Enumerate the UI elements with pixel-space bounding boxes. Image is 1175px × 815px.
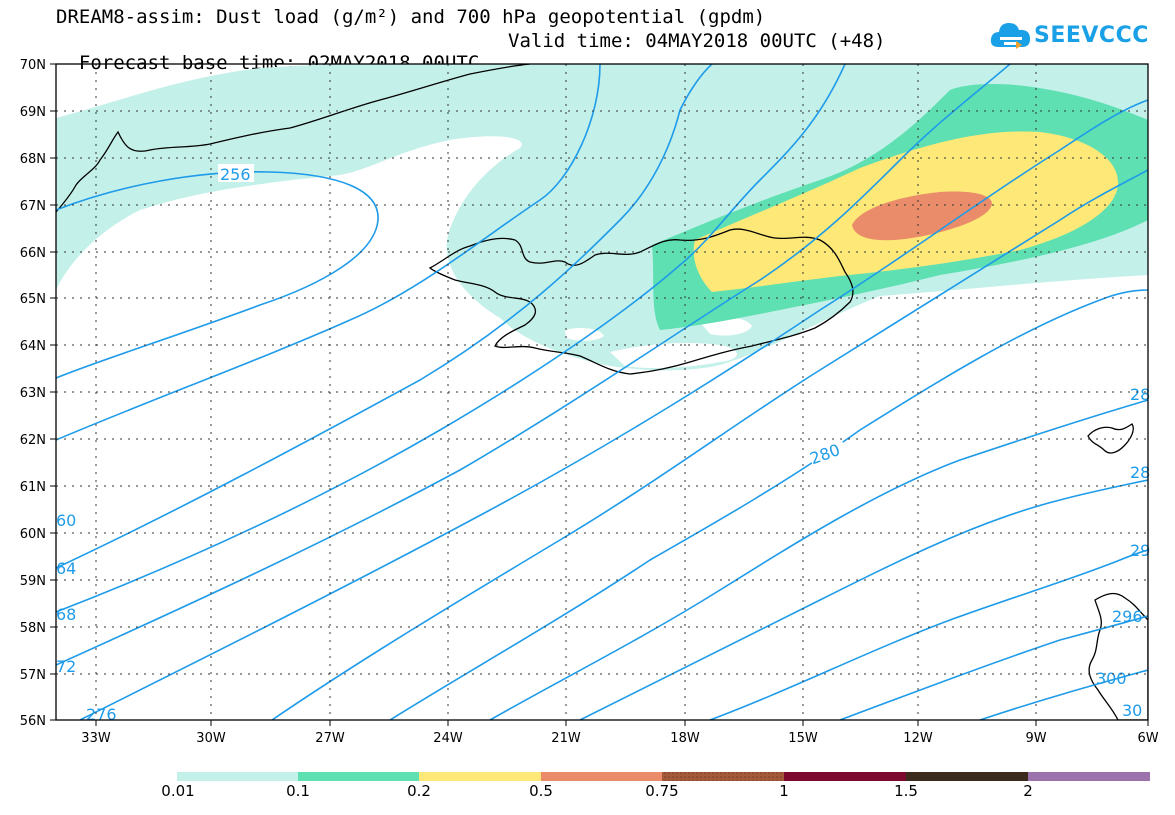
lon-label: 30W [196,731,226,746]
graticule [56,64,1148,720]
colorbar-segment [541,772,662,781]
contour-256 [56,171,379,379]
lon-label: 12W [903,731,933,746]
cloud-icon [990,23,1030,49]
contour-label: 300 [1096,669,1127,688]
dust-gap [610,342,737,369]
contour-284 [489,399,1148,720]
faroe-islands [1087,423,1134,454]
dust-area-light [56,64,1148,371]
contour-label: 68 [56,605,76,624]
logo-text: SEEVCCC [1034,23,1149,48]
colorbar-label: 0.5 [529,782,553,800]
colorbar-segment [298,772,419,781]
lat-label: 67N [20,199,46,214]
tick-marks [50,63,1149,726]
lat-label: 66N [20,246,46,261]
lon-label: 24W [433,731,463,746]
lat-label: 62N [20,433,46,448]
lon-label: 6W [1137,731,1158,746]
valid-time: Valid time: 04MAY2018 00UTC (+48) [508,30,886,52]
contour-278 [271,169,1148,720]
contour-276 [79,99,1148,720]
colorbar-label: 0.01 [161,782,195,800]
lat-label: 58N [20,621,46,636]
contour-label: 28 [1130,463,1150,482]
lat-label: 64N [20,339,46,354]
colorbar-segment [419,772,541,781]
lat-label: 70N [20,58,46,73]
contour-296 [839,615,1148,720]
contour-268 [56,64,846,613]
contour-300 [979,669,1148,720]
contour-label: 60 [56,511,76,530]
contour-label: 64 [56,559,76,578]
lon-label: 15W [788,731,818,746]
contour-label: 30 [1122,701,1142,720]
contour-272 [56,64,1011,666]
lat-label: 65N [20,292,46,307]
longitude-labels: 33W 30W 27W 24W 21W 18W 15W 12W 9W 6W [81,731,1158,746]
colorbar-label: 2 [1023,782,1033,800]
iceland-coast [428,228,854,375]
lon-label: 21W [551,731,581,746]
dust-load-layer [56,64,1148,371]
colorbar-label: 1 [779,782,789,800]
colorbar-segment [784,772,906,781]
geopotential-contours [56,64,1148,720]
colorbar [177,772,1150,781]
colorbar-segment [906,772,1028,781]
lat-label: 61N [20,480,46,495]
lat-label: 56N [20,714,46,729]
dust-area-very-high [852,191,992,241]
colorbar-segment [662,772,784,781]
contour-260 [56,64,601,441]
contour-288 [579,479,1148,720]
lon-label: 33W [81,731,111,746]
colorbar-segment [1028,772,1150,781]
contour-label: 296 [1112,607,1143,626]
lat-label: 60N [20,527,46,542]
lat-label: 57N [20,668,46,683]
lat-label: 63N [20,386,46,401]
colorbar-label: 0.75 [645,782,679,800]
contour-label: 29 [1130,541,1150,560]
lat-label: 69N [20,105,46,120]
lon-label: 9W [1025,731,1046,746]
map-title: DREAM8-assim: Dust load (g/m²) and 700 h… [56,6,766,28]
seevccc-logo: SEEVCCC [990,16,1148,56]
colorbar-segment [177,772,298,781]
contour-labels: 256 280 28 28 29 296 300 30 60 64 68 72 … [56,164,1150,724]
colorbar-label: 0.1 [286,782,310,800]
contour-label: 276 [86,705,117,724]
colorbar-label: 0.2 [407,782,431,800]
lat-label: 68N [20,152,46,167]
latitude-labels: 70N 69N 68N 67N 66N 65N 64N 63N 62N 61N … [20,58,46,729]
lon-label: 18W [670,731,700,746]
contour-label: 256 [220,165,251,184]
contour-280 [389,289,1148,720]
contour-label: 28 [1130,385,1150,404]
contour-label: 280 [807,440,842,468]
contour-292 [709,549,1148,720]
greenland-coast [56,64,531,213]
lat-label: 59N [20,574,46,589]
contour-264 [56,64,713,569]
lon-label: 27W [315,731,345,746]
colorbar-label: 1.5 [894,782,918,800]
contour-label: 72 [56,657,76,676]
